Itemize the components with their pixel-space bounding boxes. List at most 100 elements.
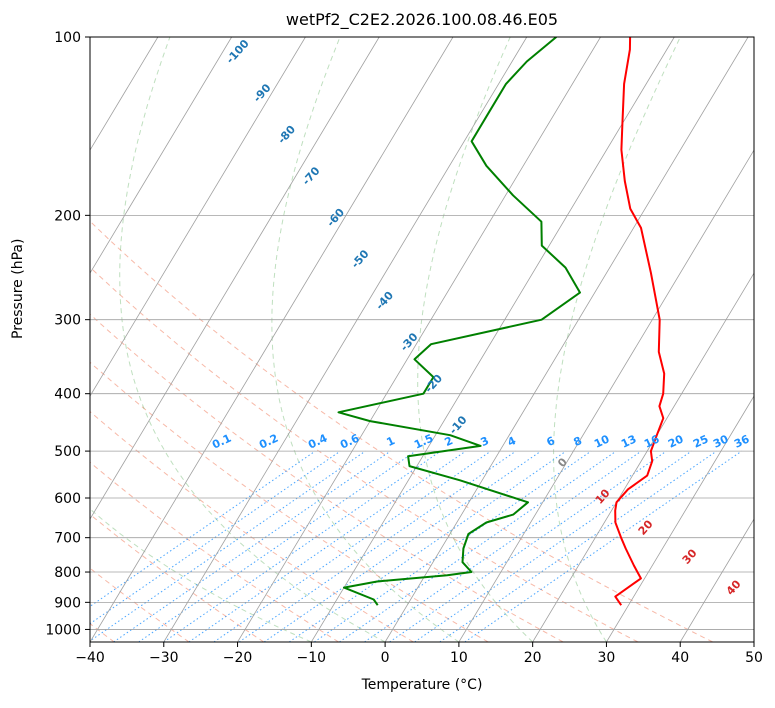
mixing-ratio-label: 0.1 (210, 432, 233, 452)
mixing-ratio-label: 4 (506, 434, 519, 449)
mixing-ratio-label: 20 (666, 432, 686, 450)
moist-adiabat-label: 20 (636, 517, 656, 537)
y-tick-label: 500 (54, 444, 81, 460)
mixing-ratio-label: 0.2 (257, 432, 280, 452)
x-tick-label: −30 (149, 650, 179, 666)
isotherm-line (753, 641, 754, 642)
moist-adiabat-label: 0 (555, 455, 570, 470)
dry-adiabat-label: -10 (447, 413, 470, 437)
dry-adiabat-line (0, 37, 39, 642)
mixing-ratio-line (314, 450, 592, 642)
mixing-ratio-line (414, 450, 692, 642)
isotherm-line (606, 395, 754, 642)
dry-adiabat-line (90, 513, 265, 642)
mixing-ratio-label: 0.4 (306, 431, 329, 451)
mixing-ratio-line (113, 450, 391, 642)
mixing-ratio-line (263, 450, 542, 642)
mixing-ratio-line (90, 450, 316, 607)
x-tick-label: −10 (297, 650, 327, 666)
isotherm-line (384, 37, 749, 642)
dewpoint-profile-line (337, 37, 581, 606)
isotherm-line (679, 518, 754, 642)
isotherm-line (532, 272, 754, 642)
x-tick-label: 50 (745, 650, 763, 666)
y-tick-label: 700 (54, 531, 81, 547)
moist-adiabat-line (119, 37, 386, 642)
dry-adiabat-line (90, 410, 414, 642)
mixing-ratio-label: 16 (642, 432, 662, 450)
dry-adiabat-label: -40 (373, 289, 396, 313)
x-tick-label: 40 (671, 650, 689, 666)
dry-adiabat-line (90, 567, 190, 642)
y-tick-label: 400 (54, 387, 81, 403)
moist-adiabat-label: 30 (680, 546, 700, 566)
mixing-ratio-line (163, 450, 441, 642)
y-tick-label: 800 (54, 565, 81, 581)
mixing-ratio-line (213, 450, 492, 642)
x-tick-label: 30 (598, 650, 616, 666)
mixing-ratio-line (90, 450, 366, 642)
mixing-ratio-line (464, 450, 742, 642)
moist-adiabat-line (271, 37, 460, 642)
dry-adiabat-label: -100 (224, 37, 252, 66)
isotherm-line (237, 37, 601, 642)
mixing-ratio-line (364, 450, 642, 642)
isotherm-line (458, 149, 754, 642)
y-tick-label: 300 (54, 313, 81, 329)
dry-adiabat-line (90, 623, 115, 642)
isotherm-line (90, 37, 306, 397)
dry-adiabat-label: -60 (324, 206, 347, 230)
mixing-ratio-line (138, 450, 416, 642)
mixing-ratio-line (288, 450, 567, 642)
x-tick-label: 20 (524, 650, 542, 666)
x-axis-label: Temperature (°C) (361, 677, 483, 693)
chart-title: wetPf2_C2E2.2026.100.08.46.E05 (285, 10, 559, 29)
temperature-profile-line (614, 37, 666, 606)
isotherm-line (310, 37, 675, 642)
mixing-ratio-line (339, 450, 617, 642)
moist-adiabat-line (90, 508, 312, 642)
dry-adiabat-line (90, 220, 713, 642)
mixing-ratio-line (238, 450, 517, 642)
dry-adiabat-line (90, 266, 639, 642)
mixing-ratio-label: 0.6 (338, 431, 361, 451)
y-tick-label: 100 (54, 30, 81, 46)
mixing-ratio-label: 30 (711, 432, 731, 450)
plot-frame (89, 36, 755, 643)
x-tick-label: −20 (223, 650, 253, 666)
mixing-ratio-line (90, 450, 341, 625)
y-tick-label: 200 (54, 208, 81, 224)
moist-adiabat-label: 10 (593, 486, 613, 506)
dry-adiabat-label: -30 (398, 330, 421, 354)
isotherm-line (0, 37, 84, 642)
dry-adiabat-line (90, 313, 564, 642)
mixing-ratio-label: 36 (732, 432, 752, 450)
y-tick-label: 600 (54, 491, 81, 507)
mixing-ratio-label: 13 (619, 432, 638, 450)
dry-adiabat-label: -50 (349, 247, 372, 271)
dry-adiabat-label: -90 (251, 81, 274, 105)
x-tick-label: 0 (381, 650, 390, 666)
mixing-ratio-label: 25 (691, 432, 710, 450)
dry-adiabat-line (90, 361, 489, 642)
mixing-ratio-line (188, 450, 466, 642)
dry-adiabat-label: -80 (275, 123, 298, 147)
moist-adiabat-line (553, 37, 681, 642)
isotherm-line (90, 37, 233, 274)
isotherm-line (0, 37, 10, 642)
isotherm-line (90, 37, 380, 520)
mixing-ratio-label: 6 (545, 434, 558, 449)
y-tick-label: 1000 (45, 622, 81, 638)
mixing-ratio-line (389, 450, 667, 642)
mixing-ratio-line (439, 450, 717, 642)
isotherm-line (90, 37, 454, 642)
moist-adiabat-label: 40 (724, 577, 744, 597)
mixing-ratio-label: 10 (592, 432, 612, 450)
x-tick-label: −40 (75, 650, 105, 666)
mixing-ratio-label: 1.5 (412, 432, 435, 452)
x-tick-label: 10 (450, 650, 468, 666)
isotherm-line (90, 37, 159, 151)
y-tick-label: 900 (54, 595, 81, 611)
moist-adiabat-line (417, 37, 534, 642)
